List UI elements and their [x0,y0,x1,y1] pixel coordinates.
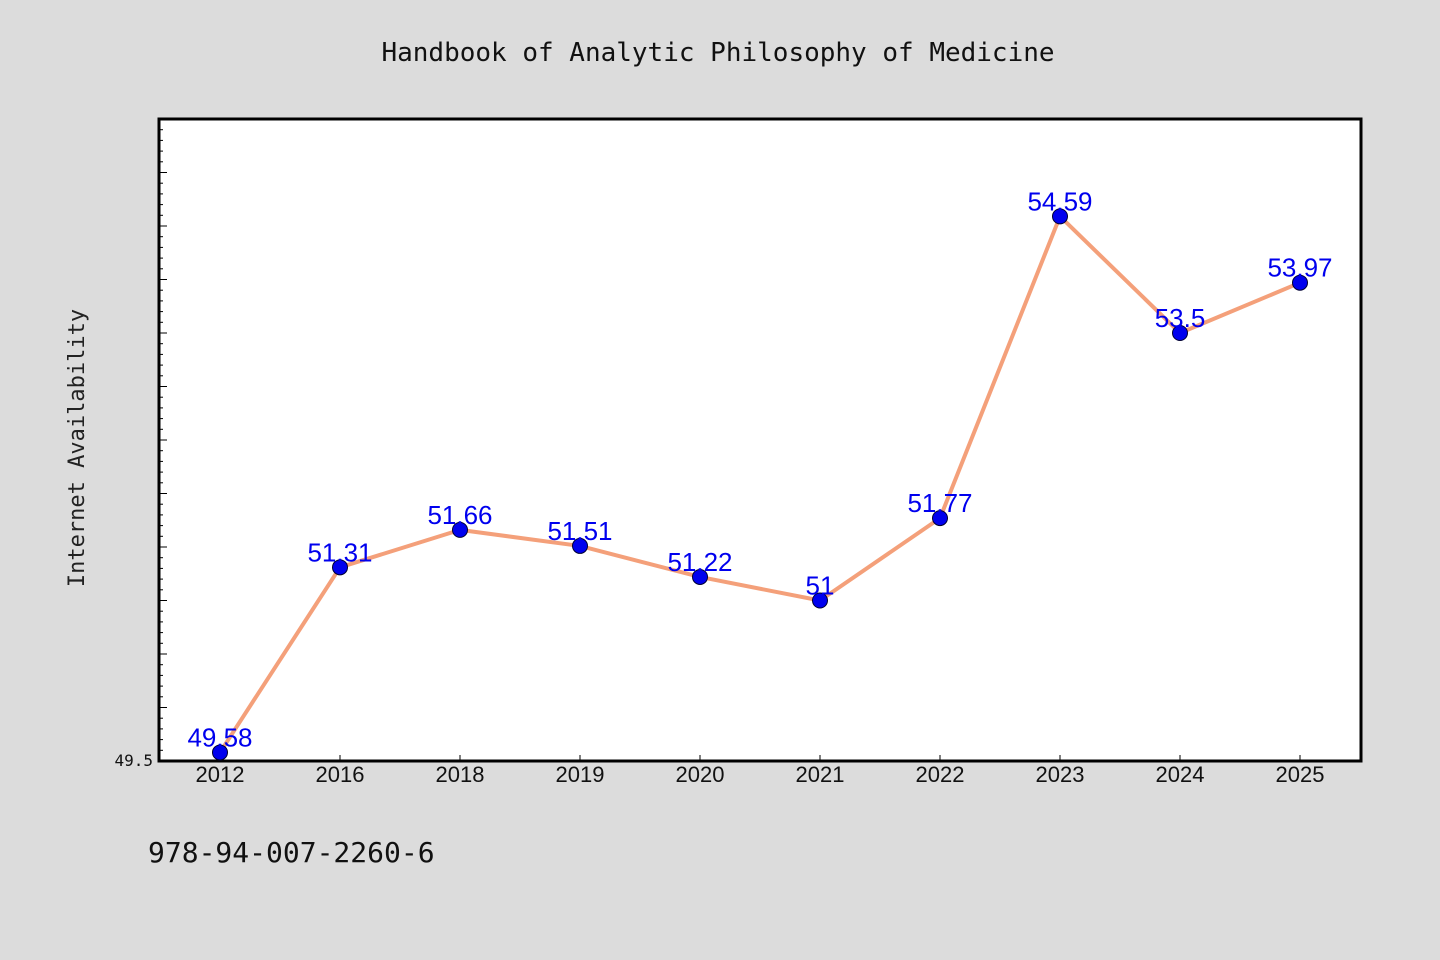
data-labels: 49.58 51.31 51.66 51.51 51.22 51 51.77 54.59 53.… [187,186,1332,752]
data-label: 49.58 [187,722,252,752]
data-point [932,510,948,527]
data-point [1052,208,1068,225]
x-tick-label: 2021 [796,762,845,787]
data-point [1172,325,1188,341]
data-point [212,744,228,761]
x-axis-ticks: 2012 2016 2018 2019 2020 2021 2022 2023 2024 2025 [196,755,1325,787]
data-label: 53.97 [1267,253,1332,283]
data-label: 51.51 [547,516,612,546]
x-tick-label: 2024 [1156,762,1205,787]
data-markers [212,208,1308,761]
x-tick-label: 2018 [436,762,485,787]
x-tick-label: 2016 [316,762,365,787]
isbn-footer: 978-94-007-2260-6 [148,836,435,869]
data-label: 54.59 [1027,186,1092,216]
x-tick-label: 2012 [196,762,245,787]
y-tick-label: 49.5 [114,751,153,770]
data-point [692,568,708,585]
x-tick-label: 2020 [676,762,725,787]
y-axis-ticks: 49.5 [114,118,167,770]
data-point [332,559,348,576]
data-label: 53.5 [1155,303,1206,333]
data-label: 51.22 [667,547,732,577]
chart-title: Handbook of Analytic Philosophy of Medic… [381,38,1054,68]
x-tick-label: 2023 [1036,762,1085,787]
x-tick-label: 2022 [916,762,965,787]
data-point [572,537,588,554]
data-label: 51.31 [307,537,372,567]
y-axis-label: Internet Availability [65,309,90,587]
data-point [452,521,468,538]
data-label: 51.77 [907,488,972,518]
plot-area [157,117,1363,763]
x-tick-label: 2025 [1276,762,1325,787]
data-point [812,592,828,609]
series-line [218,214,1301,754]
data-point [1292,274,1308,291]
data-label: 51 [806,571,835,601]
data-label: 51.66 [427,500,492,530]
x-tick-label: 2019 [556,762,605,787]
